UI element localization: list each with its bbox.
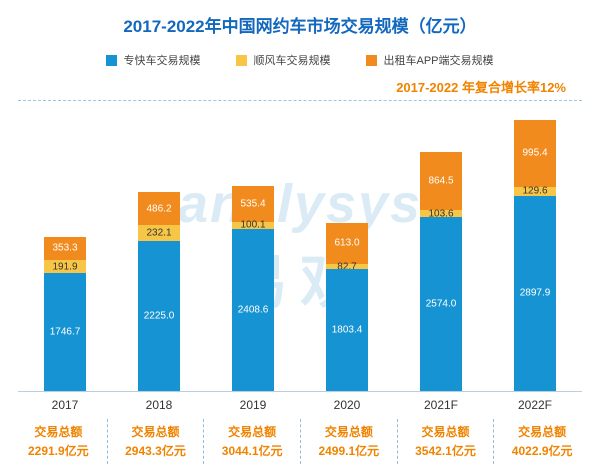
bar-column: 486.2 232.1 2225.0 (112, 192, 206, 391)
x-tick-label: 2017 (51, 398, 79, 412)
bar-column: 535.4 100.1 2408.6 (206, 185, 300, 391)
total-cell: 交易总额 2291.9亿元 (10, 419, 107, 464)
bar-column: 864.5 103.6 2574.0 (394, 152, 488, 391)
bar-segment: 1746.7 (44, 273, 86, 391)
total-cell: 交易总额 2499.1亿元 (299, 419, 397, 465)
x-tick-label: 2019 (239, 398, 267, 412)
legend-item-hitch: 顺风车交易规模 (236, 52, 330, 68)
bar-segment: 103.6 (420, 208, 462, 220)
total-cell: 交易总额 3542.1亿元 (396, 419, 494, 465)
bar-segment: 535.4 (232, 185, 274, 222)
total-label: 交易总额 (324, 425, 373, 439)
total-label: 交易总额 (34, 425, 83, 439)
total-value: 2499.1亿元 (318, 443, 380, 458)
total-value: 2291.9亿元 (27, 443, 89, 458)
bar-segment: 129.6 (514, 185, 556, 197)
x-tick-label: 2021F (423, 398, 459, 412)
value-label: 2897.9 (519, 287, 551, 299)
value-label: 129.6 (522, 185, 548, 197)
x-tick-label: 2022F (517, 398, 553, 412)
value-label: 486.2 (146, 203, 172, 215)
stacked-bar: 613.0 82.7 1803.4 (326, 222, 368, 391)
total-label: 交易总额 (518, 425, 567, 439)
value-label: 191.9 (52, 261, 78, 273)
value-label: 82.7 (337, 261, 357, 273)
value-label: 864.5 (428, 175, 454, 187)
stacked-bar: 995.4 129.6 2897.9 (514, 119, 556, 391)
bar-segment: 995.4 (514, 119, 556, 187)
value-label: 2574.0 (425, 298, 457, 310)
bar-segment: 613.0 (326, 222, 368, 264)
bar-column: 353.3 191.9 1746.7 (18, 236, 112, 391)
value-label: 1746.7 (49, 326, 81, 338)
total-cell: 交易总额 3044.1亿元 (203, 419, 300, 465)
page-title: 2017-2022年中国网约车市场交易规模（亿元） (123, 17, 477, 36)
cagr-annotation: 2017-2022 年复合增长率12% (396, 80, 566, 95)
bar-segment: 100.1 (232, 219, 274, 231)
total-label: 交易总额 (131, 425, 180, 439)
legend: 专快车交易规模 顺风车交易规模 出租车APP端交易规模 (0, 52, 600, 68)
bar-segment: 353.3 (44, 236, 86, 261)
bar-segment: 2408.6 (232, 228, 274, 391)
bar-segment: 864.5 (420, 152, 462, 211)
bar-column: 613.0 82.7 1803.4 (300, 222, 394, 391)
bar-column: 995.4 129.6 2897.9 (488, 119, 582, 391)
legend-label: 专快车交易规模 (123, 55, 201, 67)
bar-segment: 2225.0 (138, 240, 180, 391)
stacked-bar: 353.3 191.9 1746.7 (44, 236, 86, 391)
legend-item-express: 专快车交易规模 (106, 52, 200, 68)
legend-label: 顺风车交易规模 (253, 55, 331, 67)
value-label: 103.6 (428, 208, 454, 220)
totals-row: 交易总额 2291.9亿元 交易总额 2943.3亿元 交易总额 3044.1亿元 交易总额… (10, 419, 590, 465)
value-label: 353.3 (52, 242, 78, 254)
value-label: 1803.4 (331, 324, 363, 336)
value-label: 995.4 (522, 147, 548, 159)
total-label: 交易总额 (421, 425, 470, 439)
stacked-bar: 864.5 103.6 2574.0 (420, 152, 462, 391)
legend-swatch-orange-icon (366, 54, 378, 66)
x-tick-label: 2018 (145, 398, 173, 412)
stacked-bar: 535.4 100.1 2408.6 (232, 185, 274, 391)
bar-segment: 191.9 (44, 260, 86, 274)
legend-swatch-blue-icon (106, 54, 118, 66)
value-label: 100.1 (240, 219, 266, 231)
total-value: 3542.1亿元 (415, 443, 476, 458)
total-cell: 交易总额 4022.9亿元 (493, 419, 590, 465)
total-label: 交易总额 (228, 425, 277, 439)
value-label: 2225.0 (143, 310, 175, 322)
value-label: 613.0 (334, 237, 360, 249)
bar-segment: 486.2 (138, 192, 180, 226)
x-tick-label: 2020 (333, 398, 361, 412)
bar-segment: 232.1 (138, 225, 180, 241)
chart-area: analysys 易观 353.3 191.9 1746.7 486.2 232.1 22… (18, 100, 582, 392)
bar-segment: 1803.4 (326, 269, 368, 391)
plot-area: 353.3 191.9 1746.7 486.2 232.1 2225.0 535.4 100… (18, 100, 582, 392)
x-axis: 2017 2018 2019 2020 2021F 2022F (18, 392, 582, 416)
total-cell: 交易总额 2943.3亿元 (106, 419, 204, 465)
legend-label: 出租车APP端交易规模 (383, 55, 494, 67)
bar-segment: 2574.0 (420, 217, 462, 391)
value-label: 232.1 (146, 227, 172, 239)
stacked-bar: 486.2 232.1 2225.0 (138, 192, 180, 391)
total-value: 2943.3亿元 (125, 443, 186, 458)
bar-segment: 2897.9 (514, 195, 556, 391)
value-label: 2408.6 (237, 304, 269, 316)
total-value: 4022.9亿元 (511, 443, 573, 458)
bar-segment: 82.7 (326, 261, 368, 273)
legend-swatch-yellow-icon (236, 54, 248, 66)
total-value: 3044.1亿元 (221, 443, 283, 458)
value-label: 535.4 (240, 198, 266, 210)
legend-item-taxi-app: 出租车APP端交易规模 (366, 52, 494, 68)
